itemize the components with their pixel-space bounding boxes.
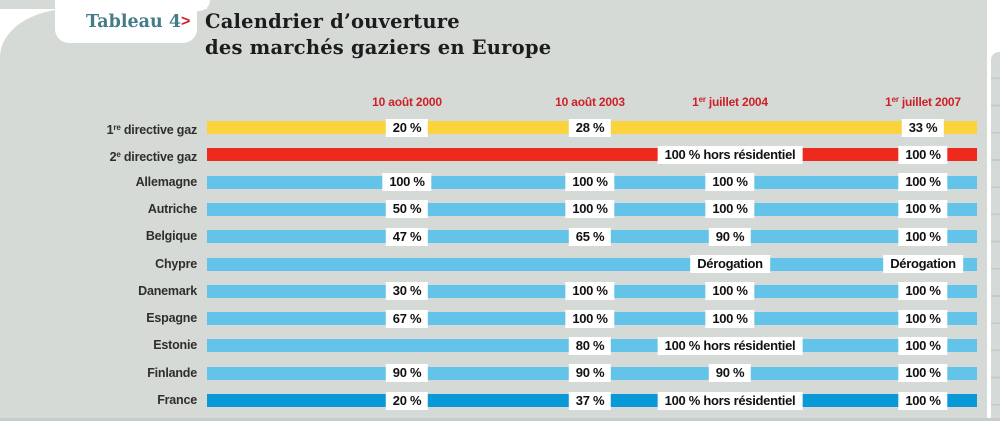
row-label: 2e directive gaz xyxy=(109,150,198,165)
value-box: 80 % xyxy=(568,336,612,355)
value-box: 90 % xyxy=(568,364,612,383)
value-box: 100 % xyxy=(705,282,755,301)
value-box: 100 % xyxy=(898,200,948,219)
value-box: 90 % xyxy=(708,227,752,246)
value-box: 100 % hors résidentiel xyxy=(657,391,803,410)
top-strip-right xyxy=(207,0,987,9)
tableau-tab-label: Tableau 4 xyxy=(85,11,181,32)
value-box: 20 % xyxy=(385,118,429,137)
value-box: 100 % xyxy=(705,200,755,219)
row-label: Estonie xyxy=(153,338,197,353)
value-box: 100 % xyxy=(565,173,615,192)
column-header: 10 août 2000 xyxy=(372,95,442,109)
row-label: Allemagne xyxy=(135,174,198,189)
row-label: Autriche xyxy=(147,201,197,216)
row-label: Danemark xyxy=(138,283,197,298)
value-box: Dérogation xyxy=(883,255,963,273)
value-box: 100 % hors résidentiel xyxy=(657,336,803,355)
value-box: 100 % xyxy=(898,391,948,410)
value-box: 100 % xyxy=(565,282,615,301)
column-header: 10 août 2003 xyxy=(555,95,625,109)
value-box: 100 % xyxy=(565,200,615,219)
column-header: 1er juillet 2004 xyxy=(692,95,768,109)
value-box: 28 % xyxy=(568,118,612,137)
tableau-tab: Tableau 4 xyxy=(55,0,197,43)
market-opening-bar xyxy=(207,257,977,271)
tab-corner-notch xyxy=(197,0,210,11)
value-box: 100 % xyxy=(382,173,432,192)
value-box: 67 % xyxy=(385,309,429,328)
chevron-right-icon: > xyxy=(181,13,191,30)
figure-title-line2: des marchés gaziers en Europe xyxy=(205,36,552,59)
value-box: 65 % xyxy=(568,227,612,246)
value-box: 100 % xyxy=(898,364,948,383)
bottom-edge-line xyxy=(0,417,1000,421)
row-label: 1re directive gaz xyxy=(106,123,198,137)
value-box: 100 % xyxy=(705,309,755,328)
value-box: 33 % xyxy=(901,118,945,137)
value-box: 100 % xyxy=(898,227,948,246)
value-box: 30 % xyxy=(385,282,429,301)
value-box: 100 % xyxy=(898,309,948,328)
value-box: Dérogation xyxy=(690,255,770,273)
figure-title: Calendrier d’ouverture des marchés gazie… xyxy=(205,9,551,61)
value-box: 50 % xyxy=(385,200,429,219)
figure-title-line1: Calendrier d’ouverture xyxy=(205,10,460,33)
value-box: 90 % xyxy=(708,364,752,383)
value-box: 100 % xyxy=(898,173,948,192)
value-box: 100 % hors résidentiel xyxy=(657,145,803,164)
value-box: 90 % xyxy=(385,364,429,383)
row-label: Chypre xyxy=(155,256,197,271)
value-box: 100 % xyxy=(565,309,615,328)
page-edge-sliver xyxy=(991,52,1000,421)
market-opening-bar xyxy=(207,148,977,162)
column-header: 1er juillet 2007 xyxy=(885,95,961,109)
value-box: 37 % xyxy=(568,391,612,410)
value-box: 47 % xyxy=(385,227,429,246)
top-strip-left xyxy=(0,0,55,9)
value-box: 100 % xyxy=(898,145,948,164)
row-label: Belgique xyxy=(145,229,197,244)
row-label: Espagne xyxy=(146,311,197,326)
value-box: 100 % xyxy=(898,336,948,355)
row-label: France xyxy=(157,393,197,407)
row-label: Finlande xyxy=(147,365,197,380)
value-box: 20 % xyxy=(385,391,429,410)
value-box: 100 % xyxy=(705,173,755,192)
value-box: 100 % xyxy=(898,282,948,301)
